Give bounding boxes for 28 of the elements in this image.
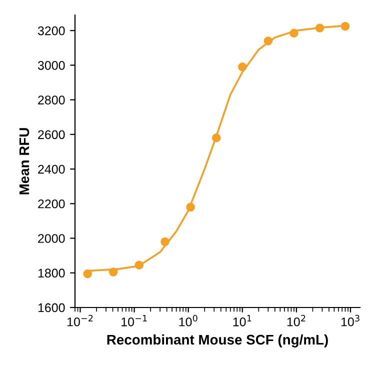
point: [108, 268, 118, 276]
y-tick-label: 1800: [38, 268, 65, 278]
x-tick-label: 10$^{1}$: [233, 315, 252, 326]
y-tick-label: 2400: [38, 164, 65, 174]
x-tick-label: 10$^{2}$: [287, 314, 306, 326]
point: [212, 134, 221, 142]
point: [340, 22, 350, 31]
y-tick-label: 1600: [38, 303, 65, 312]
point: [160, 237, 170, 246]
y-axis-title: Mean RFU: [19, 128, 30, 194]
x-tick-label: 10$^{0}$: [179, 314, 198, 326]
y-tick-label: 3000: [38, 60, 65, 70]
x-tick-label: 10$^{3}$: [341, 314, 360, 326]
y-tick-label: 2600: [38, 130, 65, 140]
point: [134, 260, 144, 270]
point: [264, 36, 273, 46]
y-tick-label: 2200: [38, 199, 65, 208]
point: [83, 269, 92, 278]
point: [186, 202, 195, 212]
y-tick-label: 2000: [38, 234, 65, 243]
y-tick-label: 2800: [38, 96, 65, 104]
point: [238, 62, 247, 72]
x-tick-label: 10$^{−1}$: [122, 315, 147, 326]
x-tick-label: 10$^{−2}$: [68, 314, 93, 326]
x-axis-title: Recombinant Mouse SCF (ng/mL): [107, 334, 328, 348]
point: [290, 28, 298, 38]
point: [315, 24, 324, 32]
y-tick-label: 3200: [38, 26, 65, 36]
